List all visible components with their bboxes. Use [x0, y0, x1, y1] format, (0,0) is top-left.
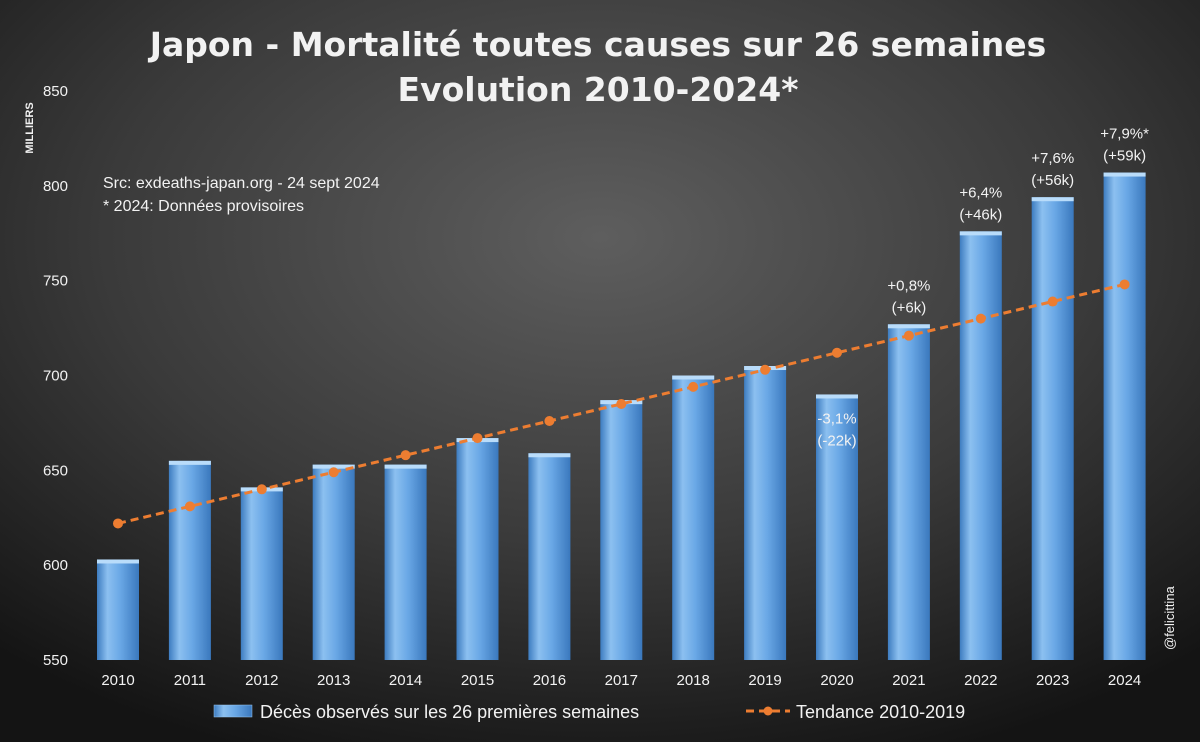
trend-point: [400, 450, 411, 461]
bar-top-highlight: [959, 231, 1002, 236]
legend: Décès observés sur les 26 premières sema…: [213, 702, 965, 722]
trend-point: [184, 501, 195, 512]
y-tick-label: 800: [43, 178, 68, 195]
annotation-label: +0,8%: [887, 277, 930, 294]
annotation-label: +7,6%: [1031, 150, 1074, 167]
annotation-label: (+56k): [1031, 172, 1074, 189]
y-axis: 550 600 650 700 750 800 850: [43, 83, 68, 669]
bar: [887, 324, 930, 660]
bar: [1031, 197, 1074, 661]
bar-top-highlight: [97, 559, 139, 564]
chart-title: Japon - Mortalité toutes causes sur 26 s…: [148, 25, 1047, 64]
bar-top-highlight: [1031, 197, 1074, 202]
y-tick-label: 600: [43, 557, 68, 574]
trend-point: [903, 330, 914, 341]
bar: [528, 453, 571, 660]
bar-top-highlight: [384, 464, 427, 469]
bar: [240, 487, 283, 660]
y-tick-label: 550: [43, 652, 68, 669]
x-tick-label: 2011: [174, 672, 206, 689]
x-axis: 2010 2011 2012 2013 2014 2015 2016 2017 2018 2019…: [101, 672, 1141, 689]
legend-bar-label: Décès observés sur les 26 premières sema…: [260, 702, 639, 722]
trend-point: [113, 518, 123, 529]
legend-line-marker: [763, 706, 773, 716]
trend-point: [832, 347, 842, 358]
bar: [816, 394, 858, 660]
bar: [959, 231, 1002, 660]
x-tick-label: 2024: [1108, 672, 1141, 689]
bar: [456, 438, 499, 660]
bar-top-highlight: [312, 464, 355, 469]
trend-point: [1119, 279, 1130, 290]
annotation-label: (+59k): [1103, 148, 1146, 165]
bar-top-highlight: [672, 375, 715, 380]
bar: [744, 366, 787, 660]
bar-top-highlight: [816, 394, 858, 399]
x-tick-label: 2015: [461, 672, 494, 689]
bar: [312, 464, 355, 660]
provisional-note: * 2024: Données provisoires: [103, 198, 304, 215]
y-tick-label: 850: [43, 83, 68, 100]
bar: [1103, 172, 1146, 660]
trend-point: [616, 398, 627, 409]
source-note: Src: exdeaths-japan.org - 24 sept 2024: [103, 175, 380, 192]
x-tick-label: 2017: [605, 672, 638, 689]
x-tick-label: 2010: [101, 672, 134, 689]
trend-point: [688, 381, 699, 392]
trend-point: [328, 467, 339, 478]
bar-top-highlight: [168, 460, 211, 465]
x-tick-label: 2013: [317, 672, 350, 689]
trend-point: [1047, 296, 1058, 307]
annotation-label: (-22k): [817, 432, 856, 449]
bar-top-highlight: [528, 453, 571, 458]
trend-point: [975, 313, 986, 324]
x-tick-label: 2023: [1036, 672, 1069, 689]
trend-line: [117, 283, 1125, 525]
bar: [97, 559, 139, 660]
x-tick-label: 2020: [820, 672, 853, 689]
annotation-label: -3,1%: [817, 410, 856, 427]
annotation-label: +6,4%: [959, 184, 1002, 201]
y-tick-label: 700: [43, 368, 68, 385]
bars-group: [97, 172, 1146, 661]
y-tick-label: 750: [43, 273, 68, 290]
x-tick-label: 2016: [533, 672, 566, 689]
x-tick-label: 2019: [748, 672, 781, 689]
annotation-label: +7,9%*: [1100, 126, 1149, 143]
legend-bar-swatch: [213, 704, 253, 718]
annotation-label: (+46k): [959, 206, 1002, 223]
x-tick-label: 2012: [245, 672, 278, 689]
x-tick-label: 2021: [892, 672, 925, 689]
legend-line-label: Tendance 2010-2019: [796, 702, 965, 722]
trend-point: [760, 364, 771, 375]
trend-point: [544, 416, 555, 427]
trend-point: [256, 484, 267, 495]
y-tick-label: 650: [43, 462, 68, 479]
x-tick-label: 2014: [389, 672, 422, 689]
author-credit: @felicittina: [1162, 585, 1177, 650]
x-tick-label: 2022: [964, 672, 997, 689]
bar-top-highlight: [1103, 172, 1146, 177]
trend-line-group: [113, 279, 1130, 529]
bar-top-highlight: [887, 324, 930, 329]
bar: [672, 375, 715, 660]
trend-point: [472, 433, 483, 444]
chart-subtitle: Evolution 2010-2024*: [398, 70, 799, 109]
annotation-label: (+6k): [892, 299, 927, 316]
x-tick-label: 2018: [677, 672, 710, 689]
y-axis-label: MILLIERS: [24, 102, 36, 153]
bar: [384, 464, 427, 660]
bar: [168, 460, 211, 660]
annotations-group: -3,1% (-22k) +0,8% (+6k) +6,4% (+46k) +7,6% (+5…: [817, 126, 1149, 450]
bar: [600, 400, 643, 660]
